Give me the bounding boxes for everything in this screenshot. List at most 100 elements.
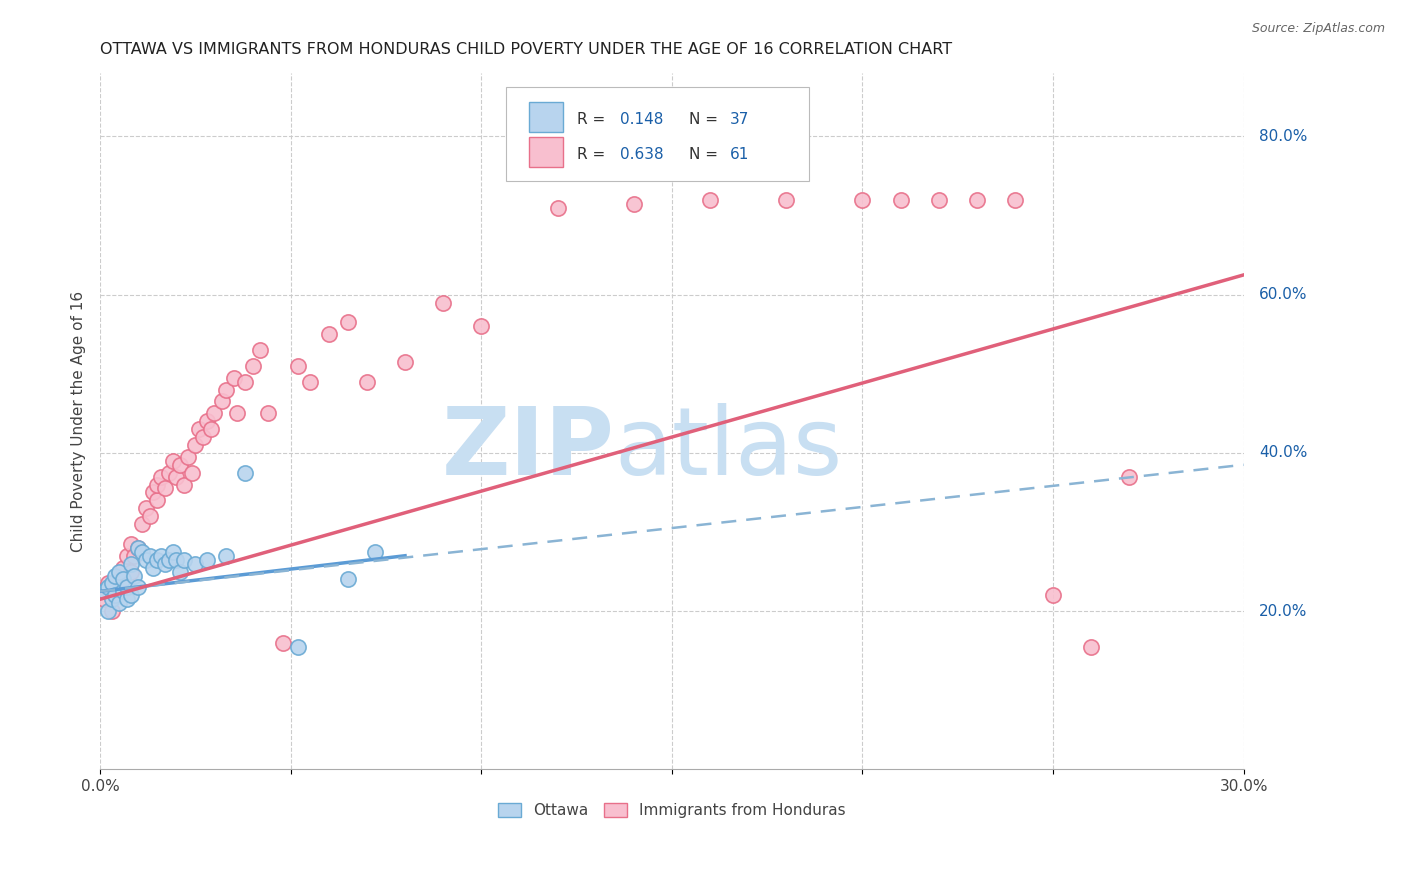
Point bbox=[100, 592, 122, 607]
Point bbox=[1042, 588, 1064, 602]
Point bbox=[97, 576, 120, 591]
Point bbox=[191, 430, 214, 444]
Point bbox=[104, 588, 127, 602]
Point bbox=[211, 394, 233, 409]
Point bbox=[108, 596, 131, 610]
FancyBboxPatch shape bbox=[506, 87, 808, 181]
Point bbox=[215, 549, 238, 563]
Point bbox=[180, 466, 202, 480]
Point bbox=[287, 640, 309, 654]
Point bbox=[100, 604, 122, 618]
Text: OTTAWA VS IMMIGRANTS FROM HONDURAS CHILD POVERTY UNDER THE AGE OF 16 CORRELATION: OTTAWA VS IMMIGRANTS FROM HONDURAS CHILD… bbox=[100, 42, 952, 57]
Text: ZIP: ZIP bbox=[441, 403, 614, 495]
Point bbox=[127, 580, 149, 594]
Point bbox=[623, 196, 645, 211]
Point bbox=[215, 383, 238, 397]
Point bbox=[135, 501, 157, 516]
Text: atlas: atlas bbox=[614, 403, 844, 495]
Point bbox=[150, 549, 173, 563]
Point bbox=[287, 359, 309, 373]
Point bbox=[120, 565, 142, 579]
Point bbox=[432, 295, 454, 310]
Point bbox=[184, 557, 207, 571]
Point bbox=[108, 565, 131, 579]
Text: 37: 37 bbox=[730, 112, 749, 128]
Point bbox=[200, 422, 222, 436]
Point bbox=[93, 592, 115, 607]
Point bbox=[851, 193, 873, 207]
Point bbox=[138, 549, 160, 563]
Point bbox=[226, 406, 249, 420]
Point bbox=[173, 552, 195, 566]
Point bbox=[153, 557, 176, 571]
Text: 60.0%: 60.0% bbox=[1258, 287, 1308, 302]
Point bbox=[127, 541, 149, 555]
Text: R =: R = bbox=[576, 112, 610, 128]
Point bbox=[233, 375, 256, 389]
FancyBboxPatch shape bbox=[529, 136, 564, 167]
Point bbox=[111, 584, 134, 599]
Point bbox=[173, 477, 195, 491]
Point bbox=[131, 545, 153, 559]
Point bbox=[547, 201, 569, 215]
Text: Source: ZipAtlas.com: Source: ZipAtlas.com bbox=[1251, 22, 1385, 36]
Point bbox=[111, 560, 134, 574]
Point bbox=[104, 588, 127, 602]
Point bbox=[146, 493, 169, 508]
Point bbox=[111, 573, 134, 587]
Point bbox=[120, 588, 142, 602]
FancyBboxPatch shape bbox=[529, 102, 564, 132]
Point bbox=[150, 469, 173, 483]
Point bbox=[699, 193, 721, 207]
Point bbox=[242, 359, 264, 373]
Point bbox=[184, 438, 207, 452]
Point bbox=[162, 545, 184, 559]
Text: 0.638: 0.638 bbox=[620, 147, 664, 162]
Point bbox=[177, 450, 200, 464]
Point bbox=[100, 576, 122, 591]
Point bbox=[165, 552, 187, 566]
Point bbox=[165, 469, 187, 483]
Point bbox=[356, 375, 378, 389]
Point bbox=[115, 592, 138, 607]
Point bbox=[394, 355, 416, 369]
Point bbox=[153, 482, 176, 496]
Point bbox=[271, 636, 294, 650]
Text: N =: N = bbox=[689, 147, 723, 162]
Point bbox=[115, 580, 138, 594]
Text: 20.0%: 20.0% bbox=[1258, 604, 1308, 618]
Point bbox=[115, 549, 138, 563]
Point bbox=[135, 552, 157, 566]
Point bbox=[1118, 469, 1140, 483]
Point bbox=[120, 537, 142, 551]
Point bbox=[146, 552, 169, 566]
Point bbox=[775, 193, 797, 207]
Point bbox=[162, 454, 184, 468]
Point bbox=[157, 466, 180, 480]
Point bbox=[966, 193, 988, 207]
Point bbox=[97, 604, 120, 618]
Point bbox=[124, 568, 146, 582]
Text: 40.0%: 40.0% bbox=[1258, 445, 1308, 460]
Point bbox=[146, 477, 169, 491]
Legend: Ottawa, Immigrants from Honduras: Ottawa, Immigrants from Honduras bbox=[492, 797, 852, 824]
Text: 61: 61 bbox=[730, 147, 749, 162]
Point bbox=[298, 375, 321, 389]
Point bbox=[1004, 193, 1026, 207]
Point bbox=[204, 406, 226, 420]
Point bbox=[97, 580, 120, 594]
Point bbox=[249, 343, 271, 357]
Point bbox=[131, 517, 153, 532]
Text: 80.0%: 80.0% bbox=[1258, 129, 1308, 144]
Point bbox=[318, 327, 340, 342]
Point bbox=[363, 545, 385, 559]
Point bbox=[157, 552, 180, 566]
Point bbox=[195, 552, 218, 566]
Point bbox=[138, 509, 160, 524]
Point bbox=[169, 565, 191, 579]
Point bbox=[890, 193, 912, 207]
Point bbox=[336, 315, 359, 329]
Point bbox=[142, 560, 165, 574]
Point bbox=[188, 422, 211, 436]
Point bbox=[233, 466, 256, 480]
